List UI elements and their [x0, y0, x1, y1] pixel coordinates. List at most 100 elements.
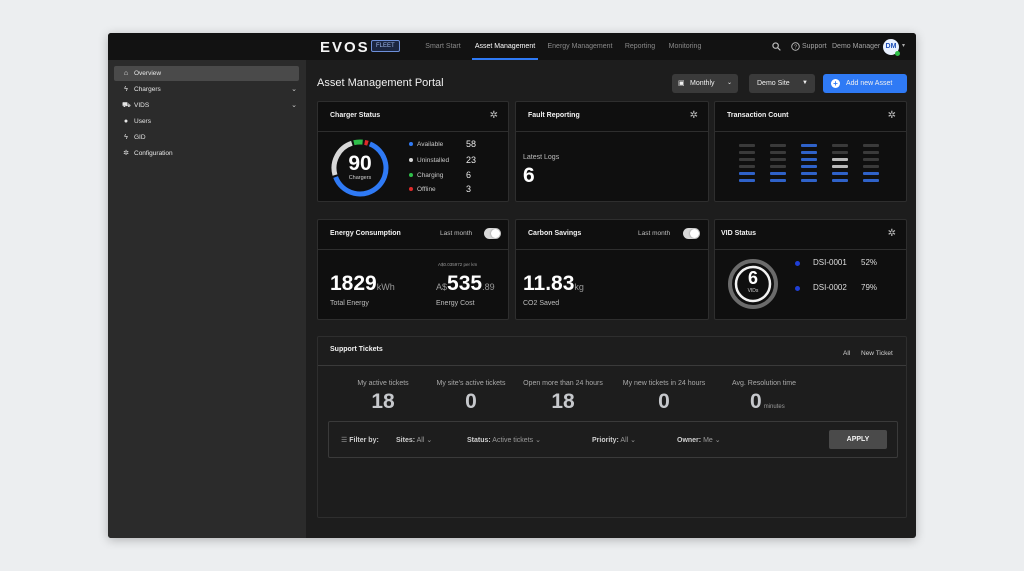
add-asset-button[interactable]: + Add new Asset [823, 74, 907, 93]
sidebar-item-users[interactable]: ● Users [114, 114, 299, 129]
status-dot [409, 142, 413, 147]
carbon-unit: kg [574, 282, 584, 292]
stat-value: 0 [658, 390, 670, 413]
co2-saved-label: CO2 Saved [523, 300, 560, 307]
total-energy-label: Total Energy [330, 300, 369, 307]
transaction-cell [801, 144, 817, 147]
transaction-cell [801, 151, 817, 154]
all-tickets-link[interactable]: All [843, 350, 851, 357]
plus-circle-icon: + [831, 79, 840, 88]
transaction-cell [770, 144, 786, 147]
legend-charging: Charging [409, 172, 443, 179]
chevron-down-icon[interactable]: ▾ [902, 43, 906, 49]
toggle-label: Last month [638, 230, 671, 237]
card-title: Carbon Savings [528, 230, 582, 237]
chevron-down-icon: ⌄ [714, 437, 721, 444]
sidebar-item-gid[interactable]: ϟ GID [114, 130, 299, 145]
chevron-down-icon: ⌄ [726, 80, 732, 86]
sidebar-item-label: Chargers [134, 86, 161, 93]
filter-value: All [416, 437, 425, 444]
tab-smart-start[interactable]: Smart Start [425, 43, 461, 50]
home-icon: ⌂ [123, 70, 129, 77]
card-title: Transaction Count [727, 112, 789, 119]
vid-total: 6 [747, 268, 758, 288]
transaction-cell [770, 172, 786, 175]
sites-filter[interactable]: Sites: All ⌄ [396, 436, 432, 444]
transaction-cell [739, 179, 755, 182]
vid-percent: 79% [861, 283, 878, 292]
energy-rate: A$0.035972 per km [438, 262, 478, 267]
priority-filter[interactable]: Priority: All ⌄ [592, 436, 636, 444]
last-month-toggle[interactable] [683, 228, 700, 239]
transaction-cell [832, 172, 848, 175]
caret-down-icon: ▼ [802, 80, 808, 86]
status-filter[interactable]: Status: Active tickets ⌄ [467, 436, 541, 444]
vid-dot [795, 286, 800, 291]
vid-percent: 52% [861, 258, 878, 267]
carbon-number: 11.83 [523, 272, 575, 295]
chevron-down-icon: ⌄ [630, 437, 637, 444]
vid-total-label: VIDs [747, 288, 759, 294]
apply-button[interactable]: APPLY [829, 430, 887, 449]
gear-icon[interactable]: ✲ [689, 110, 698, 121]
tab-energy-management[interactable]: Energy Management [547, 43, 613, 50]
vid-name: DSI-0002 [813, 283, 847, 292]
app-window: EVOS FLEET Smart Start Asset Management … [108, 33, 916, 538]
latest-logs-label: Latest Logs [523, 154, 560, 161]
filter-key: Sites: [396, 437, 416, 444]
gear-icon[interactable]: ✲ [489, 110, 498, 121]
search-icon[interactable] [772, 42, 781, 51]
sidebar-item-configuration[interactable]: ✲ Configuration [114, 146, 299, 161]
energy-consumption-card: Energy Consumption Last month 1829kWh To… [317, 219, 509, 320]
charger-total-label: Chargers [348, 175, 372, 181]
sidebar-item-overview[interactable]: ⌂ Overview [114, 66, 299, 81]
legend-value: 58 [466, 139, 477, 149]
sidebar-item-label: Users [134, 118, 151, 125]
donut-segment-available [333, 141, 389, 197]
owner-filter[interactable]: Owner: Me ⌄ [677, 436, 721, 444]
gear-icon[interactable]: ✲ [887, 228, 896, 239]
transaction-cell [863, 179, 879, 182]
add-asset-label: Add new Asset [846, 80, 893, 87]
gear-icon: ✲ [123, 150, 129, 157]
page-title: Asset Management Portal [317, 77, 444, 89]
avatar[interactable]: DM [883, 39, 900, 56]
last-month-toggle[interactable] [484, 228, 501, 239]
transaction-cell [832, 158, 848, 161]
svg-text:?: ? [794, 45, 797, 51]
filter-by-text: Filter by: [349, 437, 379, 444]
new-ticket-link[interactable]: New Ticket [861, 350, 893, 357]
filter-icon: ☰ [341, 437, 348, 444]
sidebar-item-chargers[interactable]: ϟ Chargers ⌄ [114, 82, 299, 97]
status-dot [409, 187, 413, 192]
avg-resolution-value: 0 minutes [750, 390, 785, 414]
charger-total: 90 [348, 152, 372, 175]
status-dot [409, 173, 413, 178]
gear-icon[interactable]: ✲ [887, 110, 896, 121]
tab-asset-management[interactable]: Asset Management [472, 33, 538, 60]
evos-logo[interactable]: EVOS [320, 39, 370, 56]
site-select[interactable]: Demo Site ▼ [749, 74, 815, 93]
tab-monitoring[interactable]: Monitoring [668, 43, 702, 50]
vid-name: DSI-0001 [813, 258, 847, 267]
help-icon[interactable]: ? [791, 42, 800, 51]
tab-reporting[interactable]: Reporting [624, 43, 656, 50]
chevron-down-icon: ⌄ [535, 437, 541, 444]
transaction-cell [770, 158, 786, 161]
sidebar-item-label: VIDS [134, 102, 150, 109]
legend-label: Charging [417, 172, 444, 179]
stat-label: My active tickets [357, 380, 409, 387]
period-select[interactable]: ▣ Monthly ⌄ [672, 74, 738, 93]
legend-label: Uninstalled [417, 157, 450, 164]
support-link[interactable]: Support [802, 43, 827, 50]
sidebar-item-vids[interactable]: ⛟ VIDS ⌄ [114, 98, 299, 113]
legend-offline: Offline [409, 186, 436, 193]
transaction-cell [832, 144, 848, 147]
user-name[interactable]: Demo Manager [832, 43, 881, 50]
transaction-cell [863, 151, 879, 154]
charger-donut [331, 139, 389, 197]
total-energy-value: 1829kWh [330, 272, 395, 296]
stat-label: My new tickets in 24 hours [622, 380, 706, 387]
energy-cost-label: Energy Cost [436, 300, 475, 307]
transaction-cell [770, 165, 786, 168]
